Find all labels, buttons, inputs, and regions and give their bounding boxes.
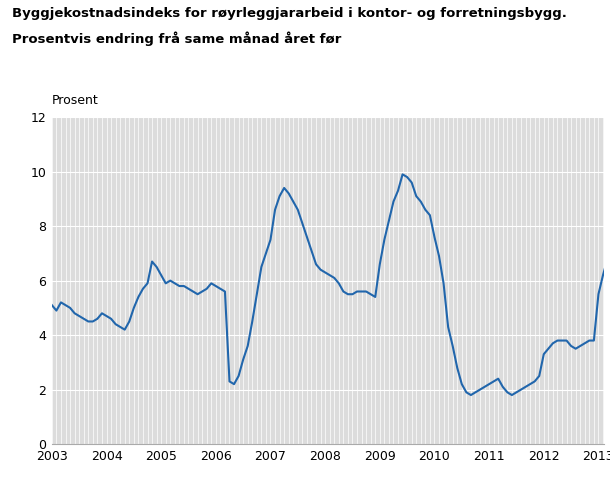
Text: Byggjekostnadsindeks for røyrleggjararbeid i kontor- og forretningsbygg.: Byggjekostnadsindeks for røyrleggjararbe… bbox=[12, 7, 567, 20]
Text: Prosentvis endring frå same månad året før: Prosentvis endring frå same månad året f… bbox=[12, 32, 342, 46]
Text: Prosent: Prosent bbox=[52, 94, 99, 107]
